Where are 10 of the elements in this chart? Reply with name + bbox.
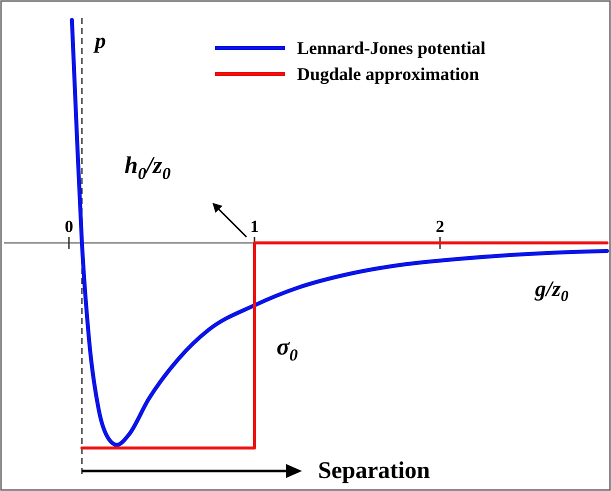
y-axis-title: p	[92, 28, 106, 53]
x-tick-label: 1	[250, 216, 259, 236]
text: Separation	[318, 458, 430, 484]
x-tick-label: 2	[436, 216, 444, 236]
legend-label: Dugdale approximation	[297, 64, 480, 84]
annotation: h$_{0}$/z$_{0}$	[124, 152, 172, 183]
annotation: σ$_{0}$	[276, 334, 298, 364]
legend-label: Lennard-Jones potential	[297, 38, 486, 58]
x-tick-label: 0	[64, 216, 74, 236]
x-axis-title: g/z$_{0}$	[534, 276, 569, 306]
